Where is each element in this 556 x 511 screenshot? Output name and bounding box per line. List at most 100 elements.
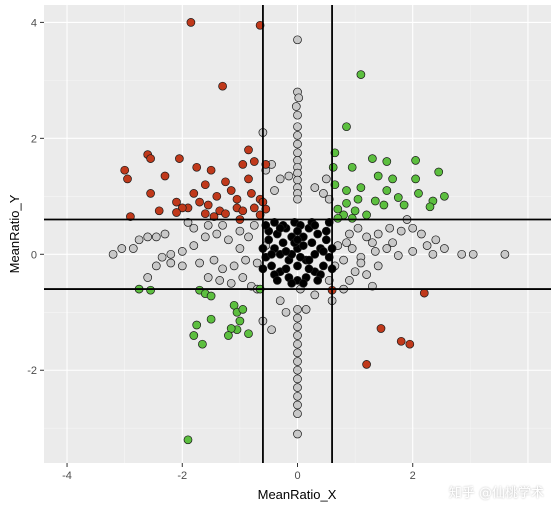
- data-point-grey: [209, 255, 219, 265]
- data-point-black: [310, 220, 320, 230]
- x-axis-ticks: -4 -2 0 2: [62, 463, 416, 482]
- data-point-grey: [385, 223, 395, 233]
- data-point-grey: [393, 251, 403, 260]
- chat-bubble-icon: [426, 484, 445, 499]
- data-point-grey: [293, 313, 302, 323]
- data-point-grey: [362, 270, 371, 279]
- data-point-grey: [310, 183, 320, 192]
- data-point-grey: [431, 235, 441, 245]
- data-point-grey: [284, 171, 294, 181]
- data-point-grey: [345, 276, 354, 285]
- x-tick-label: 2: [410, 470, 416, 482]
- data-point-grey: [226, 278, 236, 288]
- data-point-red: [146, 189, 155, 198]
- data-point-green: [206, 291, 216, 301]
- data-point-black: [278, 238, 288, 248]
- data-point-red: [192, 162, 202, 172]
- x-tick-label: 0: [294, 470, 300, 482]
- data-point-grey: [195, 258, 204, 268]
- y-axis-title: MeanRatio_Y: [7, 194, 22, 273]
- data-point-grey: [293, 339, 302, 349]
- data-point-grey: [215, 276, 225, 285]
- data-point-grey: [203, 220, 213, 230]
- data-point-green: [434, 167, 444, 177]
- x-axis-title: MeanRatio_X: [258, 487, 337, 502]
- y-tick-label: -2: [27, 365, 37, 377]
- data-point-grey: [157, 252, 167, 262]
- data-point-red: [221, 209, 230, 219]
- data-point-black: [281, 264, 291, 274]
- data-point-green: [388, 174, 397, 184]
- data-point-grey: [408, 247, 418, 256]
- data-point-black: [307, 238, 317, 248]
- data-point-grey: [160, 229, 170, 239]
- data-point-red: [200, 209, 210, 219]
- data-point-green: [342, 122, 351, 132]
- watermark: 知乎 @仙桃学术: [426, 482, 544, 501]
- data-points: [108, 18, 510, 445]
- data-point-grey: [362, 232, 371, 242]
- data-point-grey: [293, 348, 302, 358]
- data-point-grey: [293, 110, 302, 120]
- data-point-grey: [293, 122, 302, 132]
- data-point-green: [342, 198, 351, 208]
- data-point-grey: [235, 244, 245, 253]
- data-point-green: [328, 162, 338, 172]
- data-point-grey: [293, 322, 302, 332]
- data-point-red: [405, 339, 415, 349]
- data-point-red: [238, 206, 248, 216]
- data-point-black: [293, 235, 302, 245]
- data-point-red: [249, 203, 259, 213]
- data-point-green: [373, 171, 383, 181]
- data-point-grey: [166, 249, 176, 259]
- data-point-grey: [177, 247, 187, 256]
- data-point-green: [333, 204, 343, 214]
- y-axis-ticks: -2 0 2 4: [27, 17, 44, 377]
- data-point-black: [267, 249, 276, 259]
- data-point-grey: [310, 290, 320, 300]
- data-point-black: [313, 276, 323, 285]
- data-point-black: [321, 235, 331, 245]
- data-point-grey: [229, 261, 239, 271]
- data-point-grey: [440, 244, 449, 253]
- data-point-black: [319, 247, 328, 256]
- data-point-grey: [275, 296, 285, 306]
- data-point-grey: [342, 238, 351, 248]
- data-point-black: [304, 264, 314, 274]
- data-point-grey: [301, 305, 311, 314]
- data-point-grey: [373, 261, 383, 271]
- reference-lines: [44, 5, 551, 463]
- data-point-grey: [177, 261, 187, 271]
- data-point-green: [399, 200, 409, 210]
- data-point-black: [310, 249, 320, 259]
- data-point-red: [244, 174, 253, 184]
- data-point-grey: [241, 255, 250, 265]
- data-point-green: [347, 162, 357, 172]
- data-point-grey: [347, 244, 357, 253]
- data-point-grey: [293, 35, 302, 45]
- data-point-red: [232, 194, 242, 204]
- data-point-red: [120, 165, 130, 175]
- data-point-red: [175, 154, 184, 163]
- data-point-green: [382, 157, 392, 166]
- data-point-red: [206, 165, 216, 175]
- data-point-green: [146, 285, 155, 295]
- data-point-grey: [293, 374, 302, 384]
- data-point-grey: [203, 273, 213, 282]
- data-point-green: [350, 206, 360, 216]
- data-point-grey: [321, 174, 331, 184]
- data-point-grey: [200, 232, 210, 242]
- data-point-grey: [422, 241, 432, 250]
- data-point-red: [212, 191, 222, 201]
- data-point-green: [183, 435, 193, 445]
- data-point-grey: [143, 232, 153, 242]
- data-point-grey: [238, 273, 248, 282]
- data-point-grey: [291, 102, 301, 111]
- data-point-grey: [468, 249, 478, 259]
- data-point-grey: [151, 261, 161, 271]
- data-point-grey: [275, 174, 285, 184]
- x-tick-label: -4: [62, 470, 72, 482]
- data-point-grey: [293, 383, 302, 392]
- y-tick-label: 4: [31, 17, 37, 29]
- data-point-green: [414, 189, 423, 198]
